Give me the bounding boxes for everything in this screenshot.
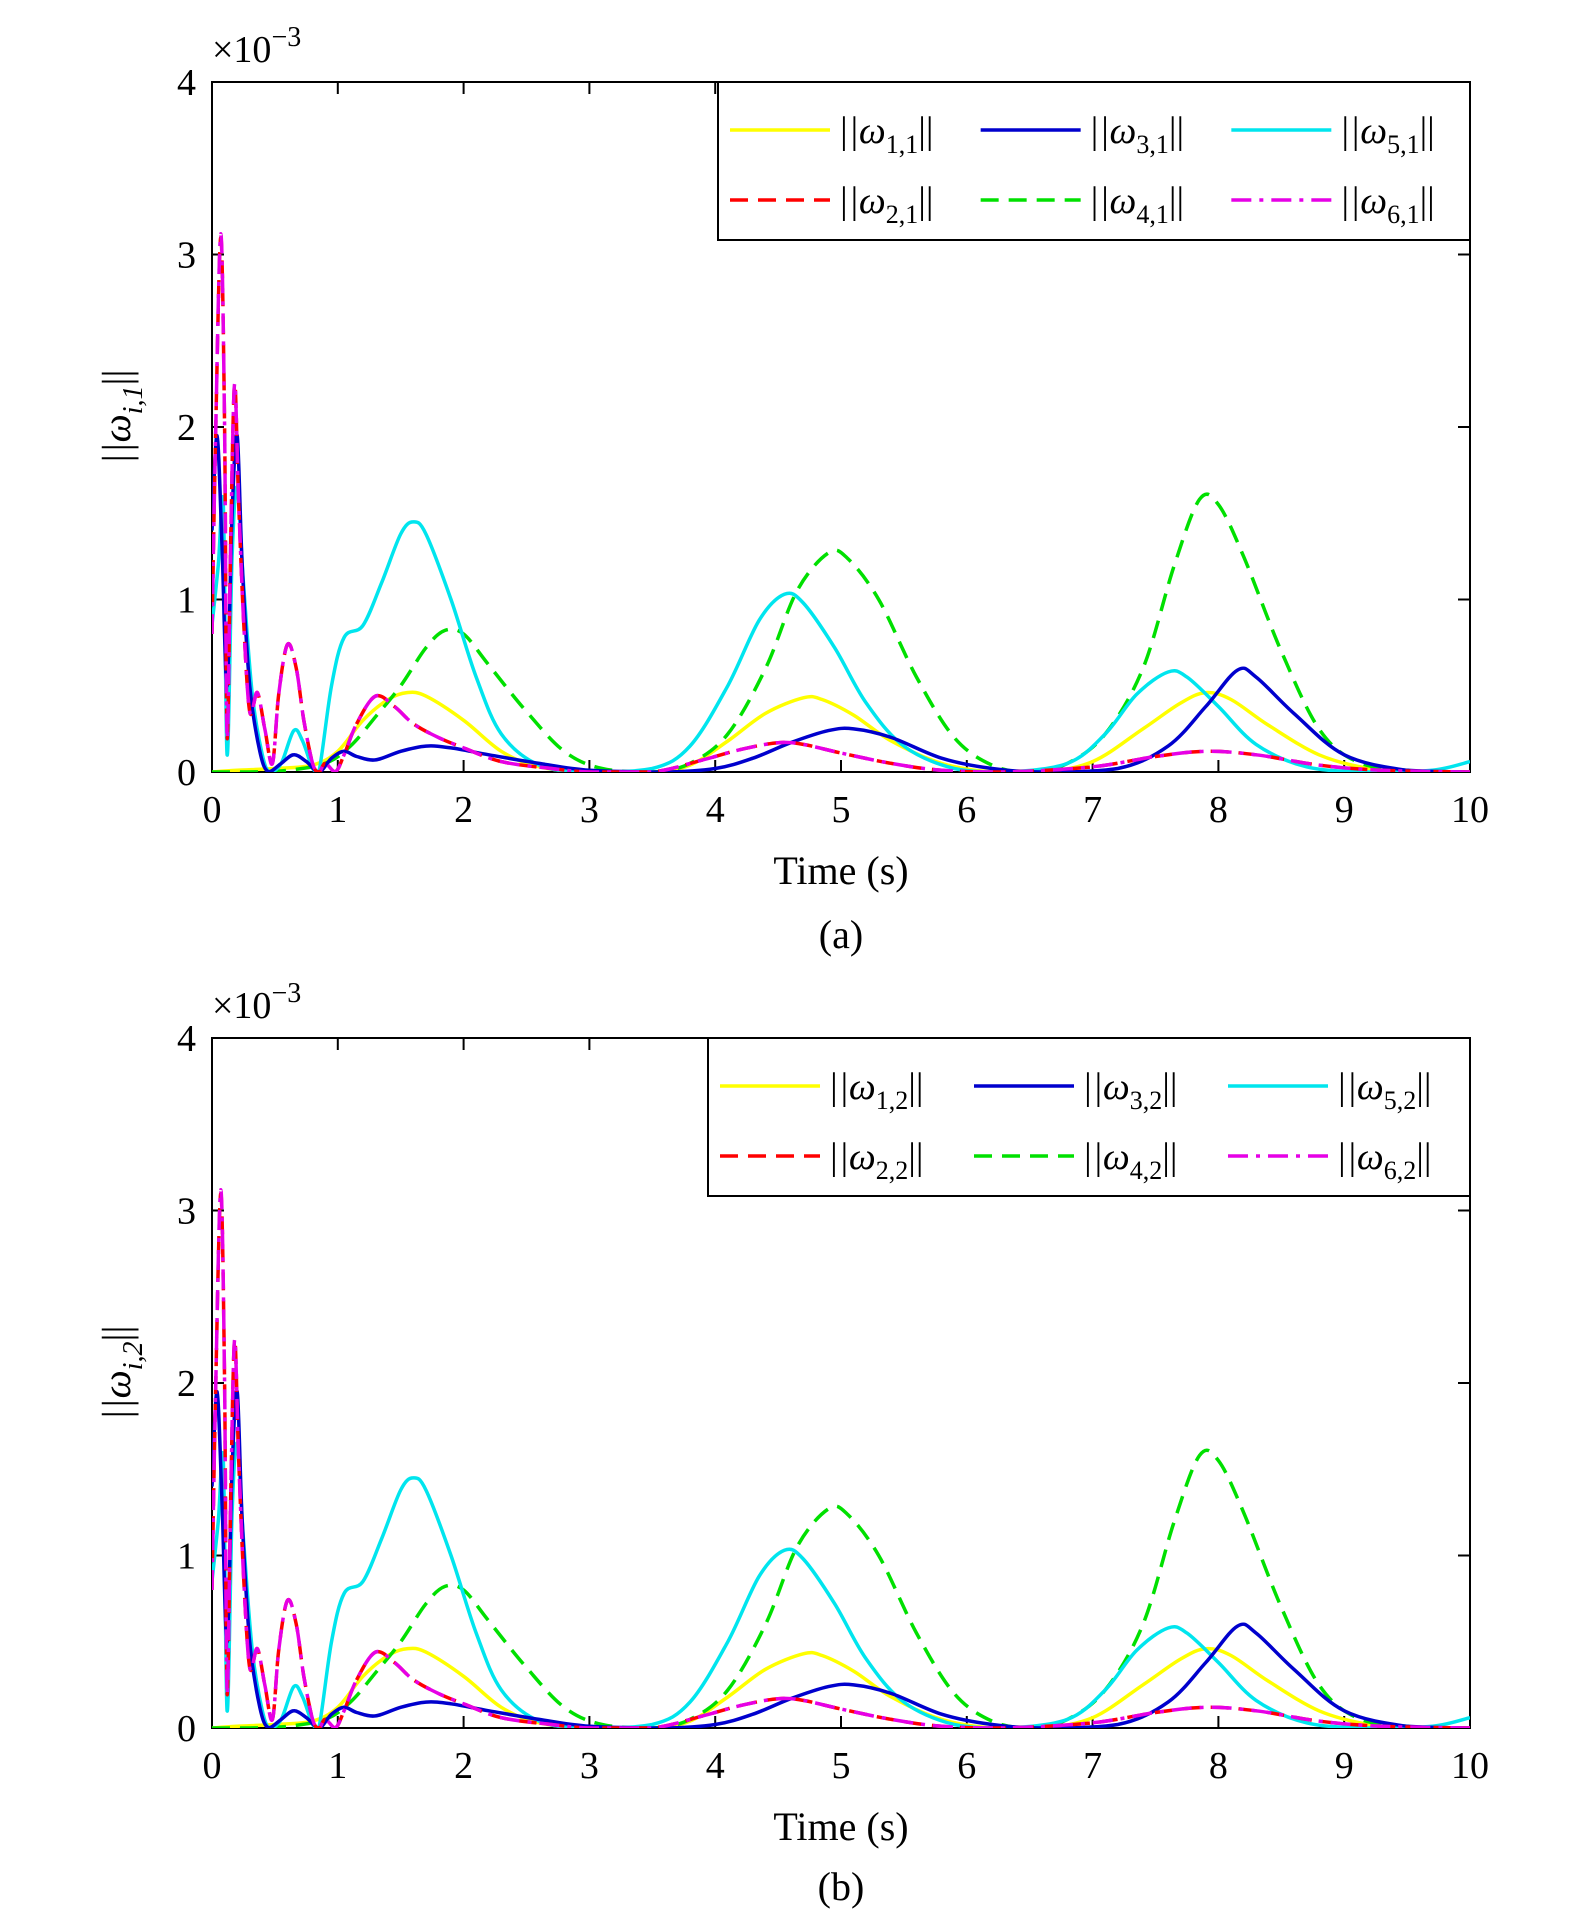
x-tick-label: 10: [1451, 1745, 1489, 1787]
x-axis-title: Time (s): [773, 848, 908, 893]
legend-label-2: ||ω2,2||: [828, 1136, 923, 1185]
y-axis-title: ||ωi,2||: [94, 1325, 149, 1420]
panel-caption: (a): [819, 912, 863, 957]
legend-label-1: ||ω1,2||: [828, 1066, 923, 1115]
y-exponent-label: ×10−3: [212, 978, 301, 1027]
legend-label-4: ||ω4,2||: [1082, 1136, 1177, 1185]
x-tick-label: 6: [957, 789, 976, 831]
x-tick-label: 2: [454, 1745, 473, 1787]
x-tick-label: 3: [580, 1745, 599, 1787]
x-tick-label: 6: [957, 1745, 976, 1787]
y-tick-label: 4: [177, 62, 196, 104]
x-tick-label: 10: [1451, 789, 1489, 831]
panel-caption: (b): [818, 1864, 865, 1909]
series-line-2: [212, 235, 1470, 772]
series-line-4: [212, 1448, 1470, 1728]
y-tick-label: 3: [177, 235, 196, 277]
series-line-3: [212, 1388, 1470, 1728]
x-tick-label: 7: [1083, 1745, 1102, 1787]
y-tick-label: 1: [177, 1536, 196, 1578]
series-line-6: [212, 232, 1470, 772]
x-axis-title: Time (s): [773, 1804, 908, 1849]
x-tick-label: 3: [580, 789, 599, 831]
y-tick-label: 4: [177, 1018, 196, 1060]
y-tick-label: 3: [177, 1191, 196, 1233]
x-tick-label: 1: [328, 1745, 347, 1787]
legend-label-2: ||ω2,1||: [838, 180, 933, 229]
series-line-2: [212, 1191, 1470, 1728]
x-tick-label: 1: [328, 789, 347, 831]
chart-panel-2: 0 1 2 3 4 5 6 7 8 9 10 0 1 2 3 4 ×10−3 Time (s) ||ωi,2|| (b…: [94, 978, 1489, 1909]
legend-label-3: ||ω3,2||: [1082, 1066, 1177, 1115]
x-tick-label: 9: [1335, 1745, 1354, 1787]
x-tick-label: 7: [1083, 789, 1102, 831]
legend-label-1: ||ω1,1||: [838, 110, 933, 159]
y-exponent-label: ×10−3: [212, 22, 301, 71]
x-tick-label: 0: [203, 1745, 222, 1787]
y-axis-title: ||ωi,1||: [94, 369, 149, 464]
x-tick-label: 8: [1209, 789, 1228, 831]
legend-label-5: ||ω5,2||: [1336, 1066, 1431, 1115]
legend: ||ω1,2|| ||ω2,2|| ||ω3,2|| ||ω4,2|| ||ω5,2||…: [707, 1037, 1471, 1197]
series-line-4: [212, 492, 1470, 772]
y-tick-label: 0: [177, 752, 196, 794]
x-tick-label: 9: [1335, 789, 1354, 831]
x-tick-label: 0: [203, 789, 222, 831]
legend-box: [707, 1037, 1471, 1197]
legend: ||ω1,1|| ||ω2,1|| ||ω3,1|| ||ω4,1|| ||ω5,1||…: [717, 81, 1471, 241]
legend-label-6: ||ω6,1||: [1339, 180, 1434, 229]
series-line-3: [212, 432, 1470, 772]
legend-box: [717, 81, 1471, 241]
x-tick-label: 2: [454, 789, 473, 831]
x-tick-label: 5: [832, 1745, 851, 1787]
y-tick-label: 2: [177, 407, 196, 449]
series-line-6: [212, 1188, 1470, 1728]
y-tick-label: 0: [177, 1708, 196, 1750]
y-tick-label: 2: [177, 1363, 196, 1405]
legend-label-4: ||ω4,1||: [1089, 180, 1184, 229]
y-tick-label: 1: [177, 580, 196, 622]
x-tick-label: 4: [706, 789, 725, 831]
x-tick-label: 8: [1209, 1745, 1228, 1787]
x-tick-label: 5: [832, 789, 851, 831]
legend-label-6: ||ω6,2||: [1336, 1136, 1431, 1185]
chart-panel-1: 0 1 2 3 4 5 6 7 8 9 10 0 1 2 3 4 ×10−3 Time (s) ||ωi,1|| (a…: [94, 22, 1489, 957]
legend-label-5: ||ω5,1||: [1339, 110, 1434, 159]
x-tick-label: 4: [706, 1745, 725, 1787]
legend-label-3: ||ω3,1||: [1089, 110, 1184, 159]
